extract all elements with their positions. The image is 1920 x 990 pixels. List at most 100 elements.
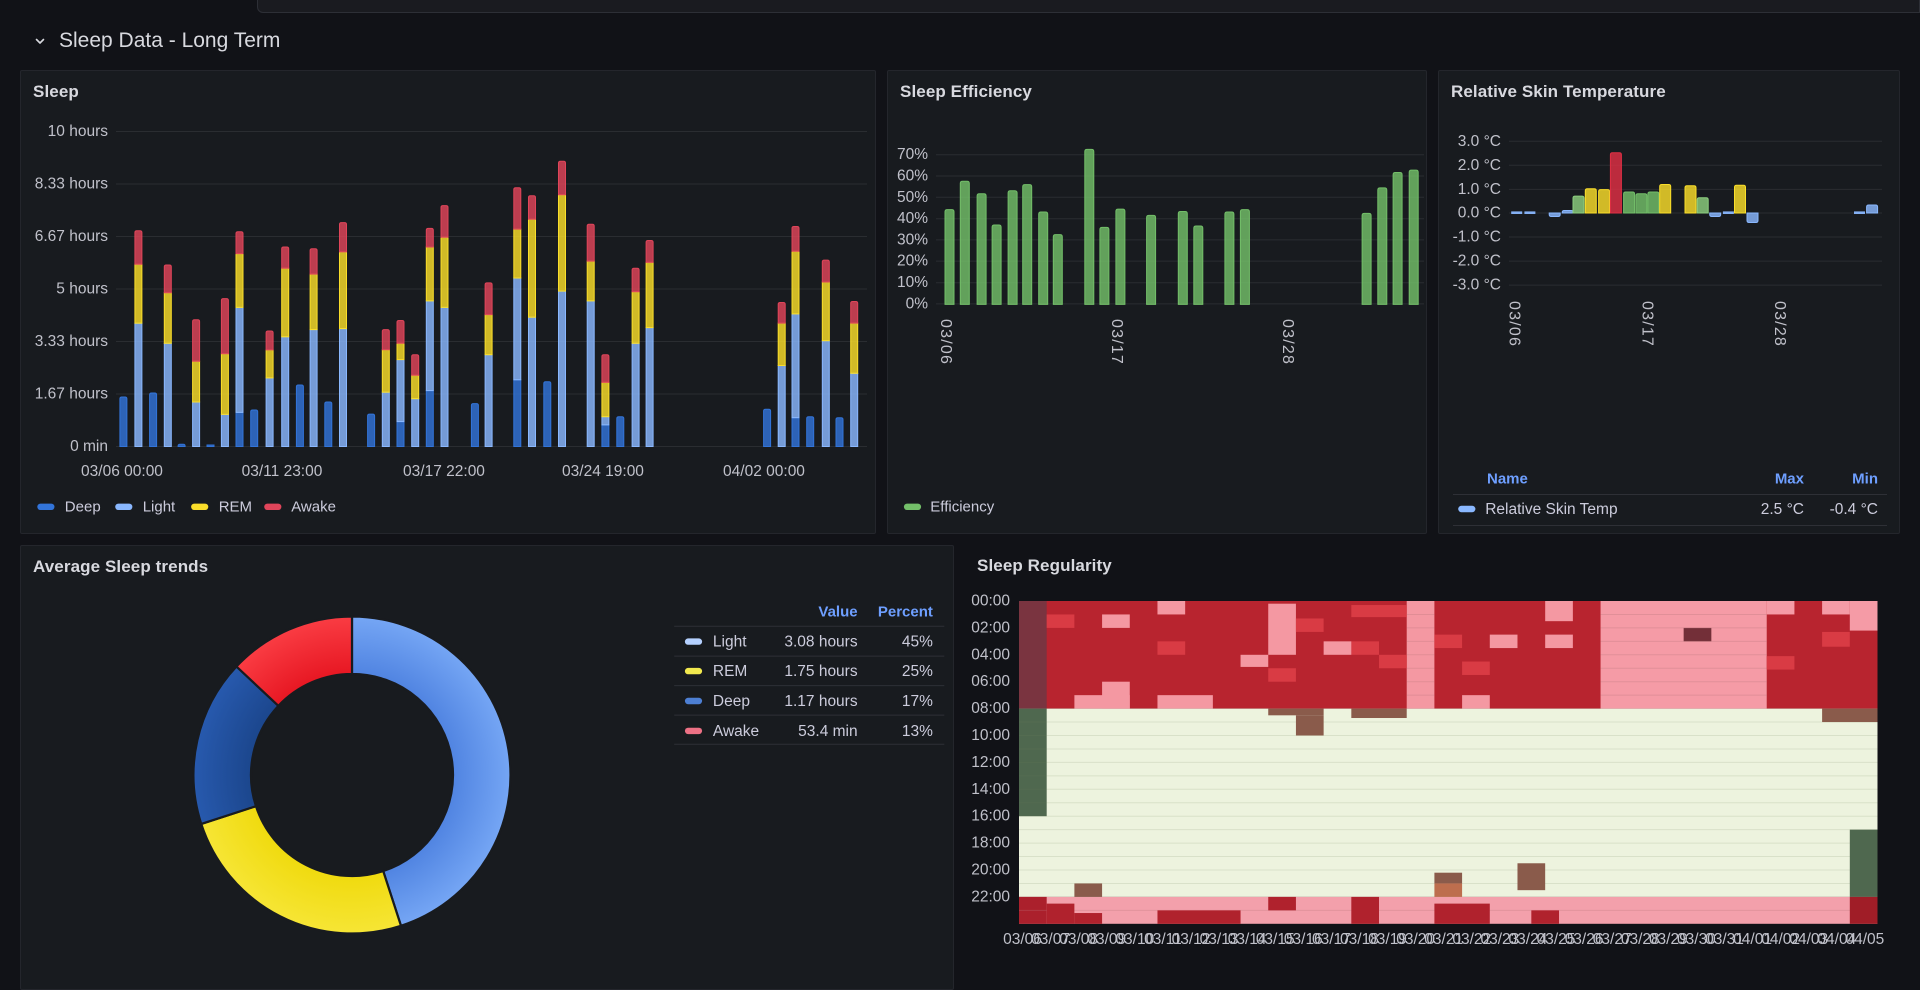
svg-text:03/11: 03/11 (1144, 931, 1182, 948)
svg-text:03/18: 03/18 (1340, 931, 1379, 948)
svg-text:Deep: Deep (713, 693, 750, 710)
svg-text:03/24 19:00: 03/24 19:00 (562, 463, 644, 480)
svg-text:3.33 hours: 3.33 hours (35, 333, 108, 350)
svg-text:06:00: 06:00 (971, 673, 1010, 690)
svg-text:8.33 hours: 8.33 hours (35, 176, 108, 193)
svg-text:3.08 hours: 3.08 hours (784, 634, 857, 651)
svg-text:04/04: 04/04 (1817, 931, 1856, 948)
svg-text:20%: 20% (897, 253, 928, 270)
svg-text:03/06 00:00: 03/06 00:00 (81, 463, 163, 480)
svg-text:10%: 10% (897, 274, 928, 291)
svg-text:10:00: 10:00 (971, 727, 1010, 744)
svg-text:03/22: 03/22 (1452, 931, 1491, 948)
svg-text:1.0 °C: 1.0 °C (1458, 181, 1501, 198)
svg-text:03/12: 03/12 (1172, 931, 1211, 948)
svg-text:6.67 hours: 6.67 hours (35, 228, 108, 245)
svg-text:03/06: 03/06 (1003, 931, 1042, 948)
svg-text:Relative Skin Temp: Relative Skin Temp (1485, 501, 1617, 518)
svg-text:1.67 hours: 1.67 hours (35, 386, 108, 403)
svg-text:03/27: 03/27 (1593, 931, 1632, 948)
svg-text:03/06: 03/06 (1506, 301, 1523, 347)
svg-text:Value: Value (818, 604, 857, 621)
svg-text:03/13: 03/13 (1200, 931, 1239, 948)
svg-text:0%: 0% (906, 295, 929, 312)
svg-text:03/06: 03/06 (937, 319, 954, 365)
svg-text:03/17: 03/17 (1312, 931, 1351, 948)
svg-text:03/17 22:00: 03/17 22:00 (403, 463, 485, 480)
svg-text:03/30: 03/30 (1677, 931, 1716, 948)
svg-text:Name: Name (1487, 471, 1528, 488)
svg-text:03/16: 03/16 (1284, 931, 1323, 948)
svg-text:Deep: Deep (65, 499, 101, 516)
svg-text:03/08: 03/08 (1059, 931, 1098, 948)
svg-text:REM: REM (713, 663, 747, 680)
svg-text:3.0 °C: 3.0 °C (1458, 133, 1501, 150)
svg-text:Percent: Percent (878, 604, 933, 621)
svg-text:Awake: Awake (713, 723, 759, 740)
svg-text:03/21: 03/21 (1424, 931, 1463, 948)
svg-text:03/24: 03/24 (1509, 931, 1548, 948)
svg-text:Awake: Awake (291, 499, 336, 516)
svg-text:1.17 hours: 1.17 hours (784, 693, 857, 710)
svg-text:04/03: 04/03 (1789, 931, 1828, 948)
svg-text:12:00: 12:00 (971, 754, 1010, 771)
svg-text:Light: Light (143, 499, 176, 516)
svg-text:03/25: 03/25 (1537, 931, 1576, 948)
svg-text:20:00: 20:00 (971, 862, 1010, 879)
svg-text:03/29: 03/29 (1649, 931, 1688, 948)
svg-text:30%: 30% (897, 231, 928, 248)
svg-text:2.5 °C: 2.5 °C (1761, 501, 1804, 518)
svg-text:-2.0 °C: -2.0 °C (1453, 253, 1501, 270)
svg-text:0.0 °C: 0.0 °C (1458, 205, 1501, 222)
svg-text:10 hours: 10 hours (48, 123, 109, 140)
svg-text:18:00: 18:00 (971, 835, 1010, 852)
svg-text:70%: 70% (897, 146, 928, 163)
svg-text:03/26: 03/26 (1565, 931, 1604, 948)
svg-text:03/15: 03/15 (1256, 931, 1295, 948)
svg-text:60%: 60% (897, 168, 928, 185)
svg-text:03/09: 03/09 (1087, 931, 1126, 948)
svg-text:04/01: 04/01 (1733, 931, 1772, 948)
svg-text:03/20: 03/20 (1396, 931, 1435, 948)
svg-text:00:00: 00:00 (971, 593, 1010, 610)
svg-text:REM: REM (219, 499, 252, 516)
svg-text:03/11 23:00: 03/11 23:00 (242, 463, 323, 480)
svg-text:08:00: 08:00 (971, 700, 1010, 717)
svg-text:50%: 50% (897, 189, 928, 206)
svg-text:5 hours: 5 hours (56, 281, 108, 298)
svg-text:03/07: 03/07 (1031, 931, 1070, 948)
svg-text:02:00: 02:00 (971, 619, 1010, 636)
svg-text:03/31: 03/31 (1705, 931, 1744, 948)
svg-text:04:00: 04:00 (971, 646, 1010, 663)
svg-text:45%: 45% (902, 634, 933, 651)
svg-text:2.0 °C: 2.0 °C (1458, 157, 1501, 174)
svg-text:1.75 hours: 1.75 hours (784, 663, 857, 680)
svg-text:-1.0 °C: -1.0 °C (1453, 229, 1501, 246)
svg-text:14:00: 14:00 (971, 781, 1010, 798)
svg-text:03/19: 03/19 (1368, 931, 1407, 948)
svg-text:40%: 40% (897, 210, 928, 227)
svg-text:13%: 13% (902, 723, 933, 740)
svg-text:03/17: 03/17 (1638, 301, 1655, 347)
svg-text:03/28: 03/28 (1279, 319, 1296, 365)
svg-text:17%: 17% (902, 693, 933, 710)
svg-text:04/02 00:00: 04/02 00:00 (723, 463, 805, 480)
svg-text:Efficiency: Efficiency (930, 499, 994, 516)
svg-text:03/10: 03/10 (1115, 931, 1154, 948)
svg-text:Max: Max (1775, 471, 1805, 488)
svg-text:Min: Min (1852, 471, 1878, 488)
svg-text:53.4 min: 53.4 min (798, 723, 857, 740)
svg-text:Light: Light (713, 634, 747, 651)
svg-text:25%: 25% (902, 663, 933, 680)
svg-text:0 min: 0 min (70, 438, 108, 455)
svg-text:16:00: 16:00 (971, 808, 1010, 825)
svg-text:-0.4 °C: -0.4 °C (1830, 501, 1878, 518)
svg-text:03/17: 03/17 (1108, 319, 1125, 365)
svg-text:04/05: 04/05 (1846, 931, 1885, 948)
svg-text:04/02: 04/02 (1761, 931, 1800, 948)
svg-text:03/28: 03/28 (1621, 931, 1660, 948)
svg-text:-3.0 °C: -3.0 °C (1453, 277, 1501, 294)
svg-text:03/28: 03/28 (1771, 301, 1788, 347)
svg-text:03/14: 03/14 (1228, 931, 1267, 948)
svg-text:22:00: 22:00 (971, 888, 1010, 905)
